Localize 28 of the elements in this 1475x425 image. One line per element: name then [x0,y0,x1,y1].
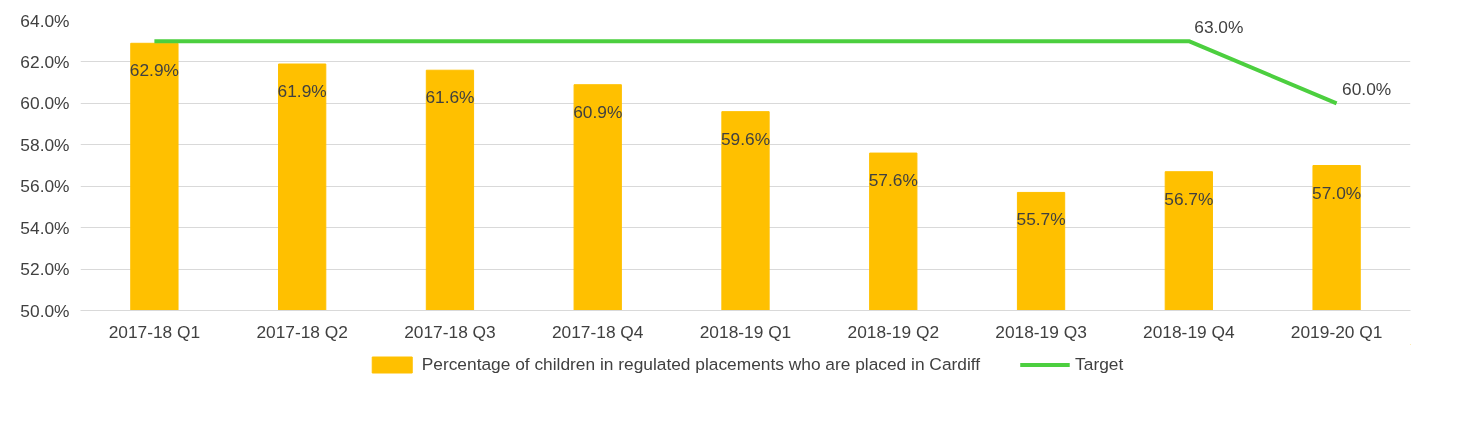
y-tick-label: 50.0% [20,300,70,321]
data-label: 59.6% [720,128,771,149]
legend-label: Target [1075,353,1124,375]
x-tick-label: 2018-19 Q2 [847,321,940,342]
y-tick-label: 58.0% [20,134,70,155]
y-tick-label: 64.0% [20,10,70,31]
data-label: 63.0% [1194,17,1244,38]
x-tick-label: 2019-20 Q1 [1290,321,1383,342]
x-tick-label: 2018-19 Q1 [699,321,792,342]
x-tick-label: 2017-18 Q3 [404,321,496,342]
data-label: 60.9% [573,101,623,122]
data-label: 55.7% [1016,209,1066,230]
x-tick-label: 2018-19 Q4 [1143,321,1235,342]
x-tick-label: 2017-18 Q4 [551,321,644,342]
y-tick-label: 54.0% [20,217,70,238]
y-tick-label: 52.0% [20,259,70,280]
x-tick-label: 2017-18 Q1 [108,321,201,342]
y-tick-label: 62.0% [20,51,70,72]
data-label: 60.0% [1342,79,1392,100]
data-label: 61.9% [277,81,327,101]
legend-label: Percentage of children in regulated placements who are placed in Cardiff [421,353,981,375]
x-tick-label: 2017-18 Q2 [256,321,348,342]
data-label: 61.6% [425,87,475,108]
y-tick-label: 60.0% [20,93,70,114]
data-label: 57.0% [1312,182,1362,203]
x-tick-label: 2018-19 Q3 [995,321,1087,342]
data-label: 56.7% [1164,188,1214,209]
y-tick-label: 56.0% [20,176,70,197]
